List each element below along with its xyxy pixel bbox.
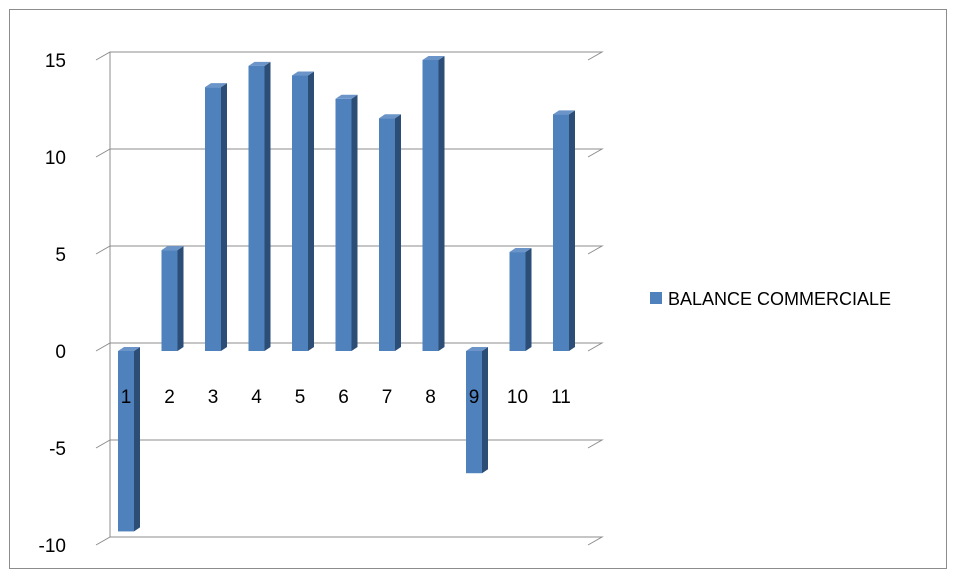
bar-top <box>379 114 401 119</box>
gridline <box>95 536 604 546</box>
bar-side <box>351 94 358 352</box>
bars <box>118 56 575 532</box>
y-axis-tick-labels: -10 -5 0 5 10 15 <box>39 51 66 557</box>
y-tick-label: 10 <box>45 148 66 169</box>
y-tick-label: 5 <box>55 245 66 266</box>
bar <box>118 347 140 532</box>
bar-top <box>553 110 575 115</box>
bar <box>161 246 184 351</box>
bar <box>335 94 358 352</box>
bar-side <box>221 83 227 351</box>
x-tick-label: 7 <box>382 387 393 408</box>
bar-front <box>335 98 352 351</box>
bar-side <box>438 56 445 351</box>
x-axis-tick-labels: 1 2 3 4 5 6 7 8 9 10 11 <box>121 387 571 408</box>
legend: BALANCE COMMERCIALE <box>650 289 891 309</box>
gridline <box>95 439 604 449</box>
bar-front <box>161 250 178 351</box>
bar-front <box>509 252 526 351</box>
legend-swatch <box>650 292 662 304</box>
bar <box>466 347 488 474</box>
bar-side <box>177 246 184 351</box>
bar <box>205 83 227 351</box>
bar-top <box>161 246 184 251</box>
x-tick-label: 3 <box>208 387 219 408</box>
bar <box>422 56 445 351</box>
x-tick-label: 8 <box>425 387 436 408</box>
bar <box>292 71 314 352</box>
bar-side <box>395 114 401 351</box>
bar-top <box>292 71 314 76</box>
bar-side <box>569 110 575 351</box>
x-tick-label: 4 <box>251 387 262 408</box>
legend-label: BALANCE COMMERCIALE <box>668 289 891 309</box>
bar-front <box>422 60 439 351</box>
x-tick-label: 9 <box>469 387 480 408</box>
bar-side <box>134 347 140 532</box>
x-tick-label: 1 <box>121 387 132 408</box>
bar-top <box>466 347 488 351</box>
bar-top <box>422 56 445 60</box>
y-tick-label: -5 <box>49 439 66 460</box>
bar-top <box>118 347 140 351</box>
bar-side <box>264 61 271 351</box>
bar-top <box>205 83 227 88</box>
x-tick-label: 11 <box>551 387 571 408</box>
gridline <box>95 51 604 61</box>
bar-front <box>292 75 308 352</box>
x-tick-label: 6 <box>338 387 349 408</box>
bar <box>553 110 575 351</box>
x-tick-label: 10 <box>507 387 528 408</box>
y-tick-label: 15 <box>45 51 66 72</box>
bar-top <box>335 94 358 99</box>
bar <box>248 61 271 351</box>
bar <box>379 114 401 351</box>
bar-top <box>509 248 532 253</box>
bar-front <box>118 351 134 532</box>
y-tick-label: -10 <box>39 536 66 557</box>
bar-front <box>205 87 221 351</box>
bar-front <box>248 65 265 351</box>
bar-side <box>482 347 488 474</box>
bar-front <box>466 351 482 474</box>
bar-top <box>248 61 271 66</box>
x-tick-label: 5 <box>295 387 306 408</box>
bar-front <box>379 118 395 351</box>
bar-side <box>308 71 314 352</box>
x-tick-label: 2 <box>164 387 175 408</box>
bar-front <box>553 114 569 351</box>
y-tick-label: 0 <box>55 342 66 363</box>
bar-side <box>525 248 532 351</box>
bar <box>509 248 532 351</box>
